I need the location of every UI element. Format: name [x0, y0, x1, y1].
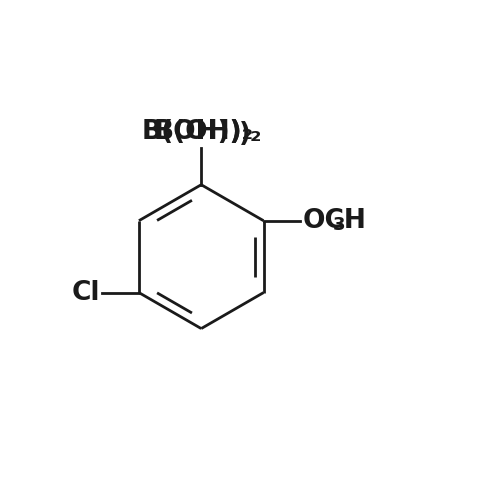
Text: B(OH): B(OH): [153, 119, 242, 145]
Text: 3: 3: [333, 217, 345, 235]
Text: OCH: OCH: [302, 208, 366, 234]
Text: )₂: )₂: [239, 121, 262, 147]
Text: B(OH))₂: B(OH))₂: [141, 119, 253, 145]
Text: Cl: Cl: [72, 280, 100, 306]
